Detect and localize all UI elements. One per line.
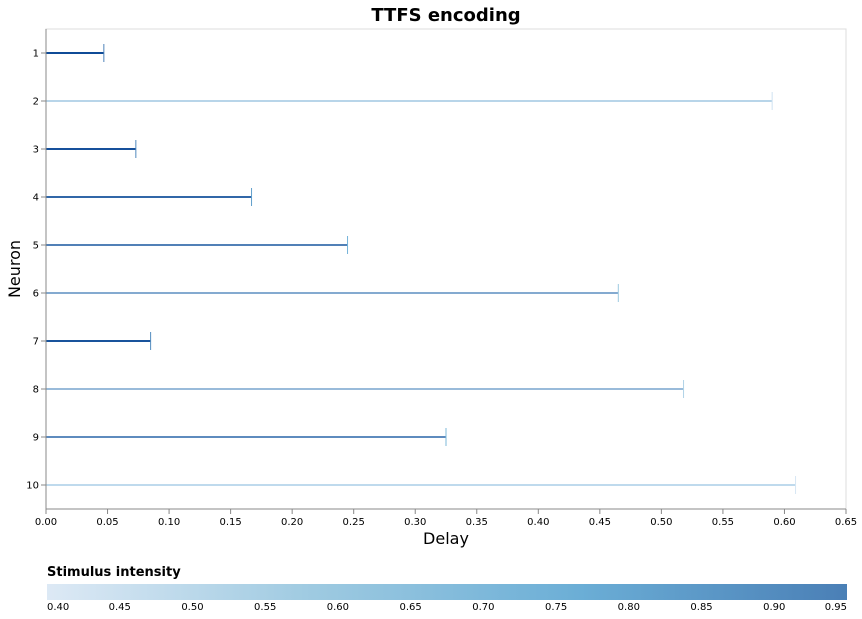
legend-tick-label: 0.40: [47, 602, 69, 613]
x-tick-label: 0.25: [343, 517, 365, 528]
legend-tick-label: 0.90: [763, 602, 785, 613]
bars-layer: [46, 44, 797, 494]
x-tick-label: 0.40: [527, 517, 549, 528]
y-tick-label: 3: [33, 145, 39, 156]
x-tick-label: 0.45: [589, 517, 611, 528]
legend-tick-label: 0.60: [327, 602, 349, 613]
x-tick-label: 0.10: [158, 517, 180, 528]
x-tick-label: 0.60: [773, 517, 795, 528]
x-tick-label: 0.20: [281, 517, 303, 528]
x-tick-label: 0.05: [96, 517, 118, 528]
legend-tick-label: 0.95: [825, 602, 847, 613]
legend-title: Stimulus intensity: [47, 565, 181, 580]
y-tick-label: 9: [33, 433, 39, 444]
chart-title: TTFS encoding: [371, 5, 520, 26]
x-tick-label: 0.00: [35, 517, 57, 528]
y-tick-label: 2: [33, 97, 39, 108]
legend-gradient-bar: [47, 584, 847, 600]
x-tick-label: 0.55: [712, 517, 734, 528]
legend-tick-label: 0.85: [690, 602, 712, 613]
legend-tick-label: 0.50: [181, 602, 203, 613]
x-tick-label: 0.30: [404, 517, 426, 528]
y-tick-label: 8: [33, 385, 39, 396]
y-tick-label: 7: [33, 337, 39, 348]
x-tick-label: 0.35: [466, 517, 488, 528]
y-tick-label: 5: [33, 241, 39, 252]
x-tick-label: 0.15: [219, 517, 241, 528]
y-tick-label: 1: [33, 49, 39, 60]
legend-tick-label: 0.75: [545, 602, 567, 613]
x-axis-title: Delay: [423, 529, 469, 548]
legend-tick-label: 0.55: [254, 602, 276, 613]
legend-tick-label: 0.45: [109, 602, 131, 613]
y-tick-label: 4: [33, 193, 39, 204]
y-axis-title: Neuron: [5, 240, 24, 298]
x-tick-label: 0.65: [835, 517, 857, 528]
x-tick-label: 0.50: [650, 517, 672, 528]
y-axis: 1 2 3 4 5 6 7 8 9 10: [26, 29, 47, 509]
x-axis: 0.00 0.05 0.10 0.15 0.20 0.25 0.30 0.35 0.40 0.45…: [35, 508, 857, 528]
legend-tick-label: 0.80: [618, 602, 640, 613]
y-tick-label: 6: [33, 289, 39, 300]
legend-ticks: 0.40 0.45 0.50 0.55 0.60 0.65 0.70 0.75 0.80 0.85…: [47, 602, 847, 613]
legend-tick-label: 0.65: [400, 602, 422, 613]
y-tick-label: 10: [26, 481, 39, 492]
legend-tick-label: 0.70: [472, 602, 494, 613]
